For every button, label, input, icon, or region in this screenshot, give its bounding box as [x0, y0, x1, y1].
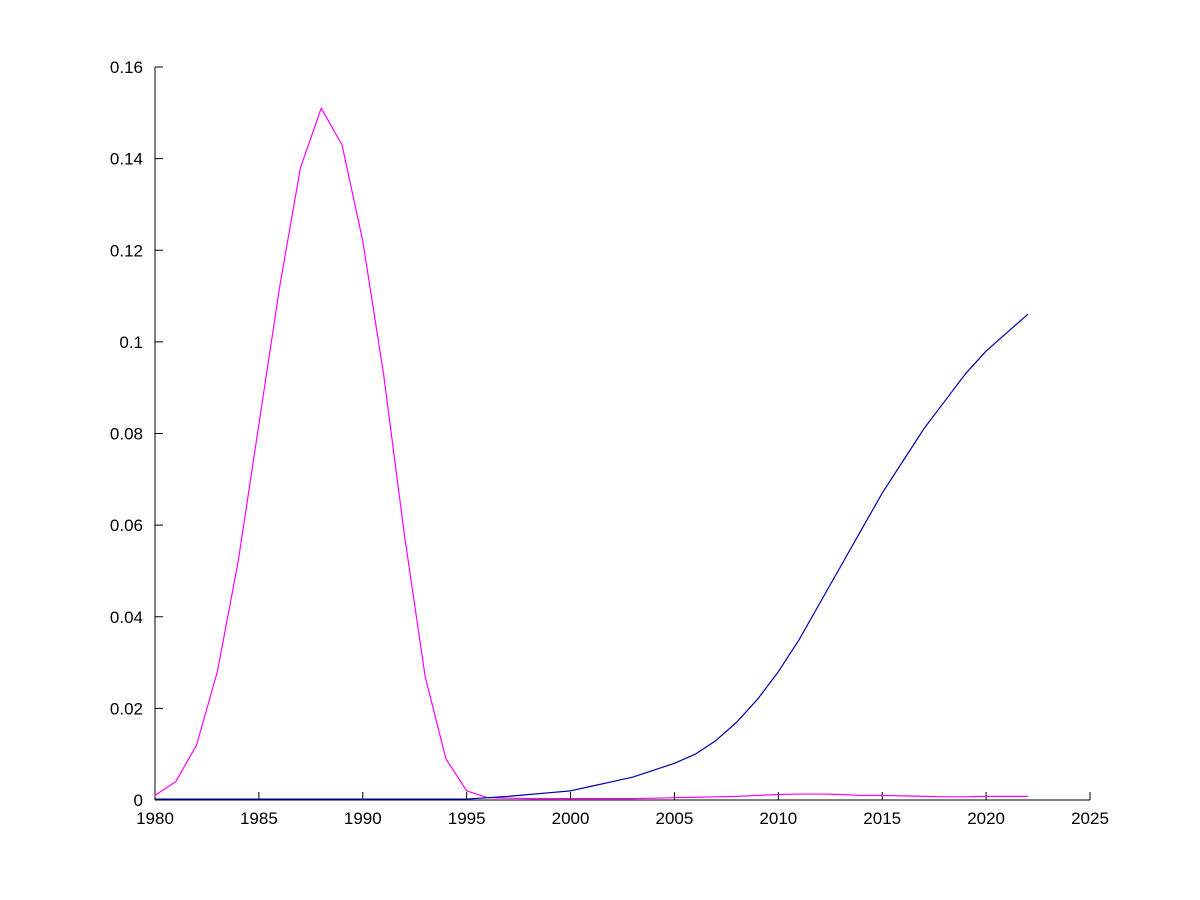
y-tick-label: 0.14 — [110, 150, 143, 169]
y-tick-label: 0.1 — [119, 333, 143, 352]
x-tick-label: 1995 — [448, 809, 486, 828]
x-tick-label: 2010 — [759, 809, 797, 828]
x-tick-label: 1980 — [136, 809, 174, 828]
y-tick-label: 0.04 — [110, 608, 143, 627]
series-magenta — [154, 107, 1029, 800]
y-tick-label: 0.12 — [110, 241, 143, 260]
y-tick-label: 0.06 — [110, 516, 143, 535]
y-tick-label: 0.16 — [110, 58, 143, 77]
y-tick-label: 0.02 — [110, 699, 143, 718]
x-tick-label: 2025 — [1071, 809, 1109, 828]
x-tick-label: 2005 — [656, 809, 694, 828]
x-tick-label: 2000 — [552, 809, 590, 828]
x-tick-label: 2020 — [967, 809, 1005, 828]
y-tick-label: 0 — [134, 791, 143, 810]
x-tick-label: 1990 — [344, 809, 382, 828]
y-tick-label: 0.08 — [110, 425, 143, 444]
series-blue — [154, 313, 1029, 800]
x-tick-label: 2015 — [863, 809, 901, 828]
x-tick-label: 1985 — [240, 809, 278, 828]
